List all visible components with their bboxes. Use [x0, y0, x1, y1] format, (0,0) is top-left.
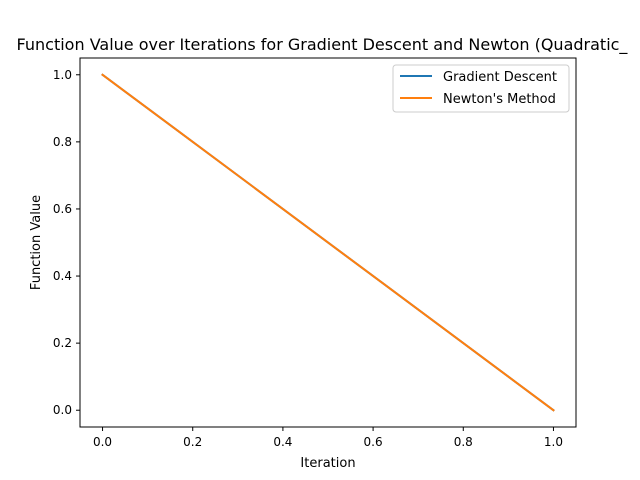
series-line-1 — [101, 73, 555, 412]
legend-label-newtons-method: Newton's Method — [443, 92, 556, 107]
x-tick-label: 0.0 — [93, 435, 112, 449]
x-tick-label: 0.2 — [183, 435, 202, 449]
y-tick-label: 0.8 — [53, 135, 72, 149]
y-tick-label: 0.0 — [53, 403, 72, 417]
y-tick-label: 0.6 — [53, 202, 72, 216]
plot-frame — [79, 57, 577, 428]
x-tick-label: 1.0 — [544, 435, 563, 449]
chart-title: Function Value over Iterations for Gradi… — [17, 35, 629, 55]
legend-label-gradient-descent: Gradient Descent — [443, 70, 557, 85]
legend: Gradient Descent Newton's Method — [392, 64, 570, 113]
legend-box — [392, 64, 570, 113]
series-layer — [101, 73, 555, 412]
y-axis: 0.0 0.2 0.4 0.6 0.8 1.0 — [53, 68, 80, 417]
x-axis: 0.0 0.2 0.4 0.6 0.8 1.0 — [93, 427, 563, 449]
y-tick-label: 0.4 — [53, 269, 72, 283]
x-tick-label: 0.6 — [364, 435, 383, 449]
x-tick-label: 0.4 — [273, 435, 292, 449]
y-tick-label: 1.0 — [53, 68, 72, 82]
y-axis-label: Function Value — [29, 195, 44, 290]
x-tick-label: 0.8 — [454, 435, 473, 449]
y-tick-label: 0.2 — [53, 336, 72, 350]
x-axis-label: Iteration — [300, 456, 355, 471]
